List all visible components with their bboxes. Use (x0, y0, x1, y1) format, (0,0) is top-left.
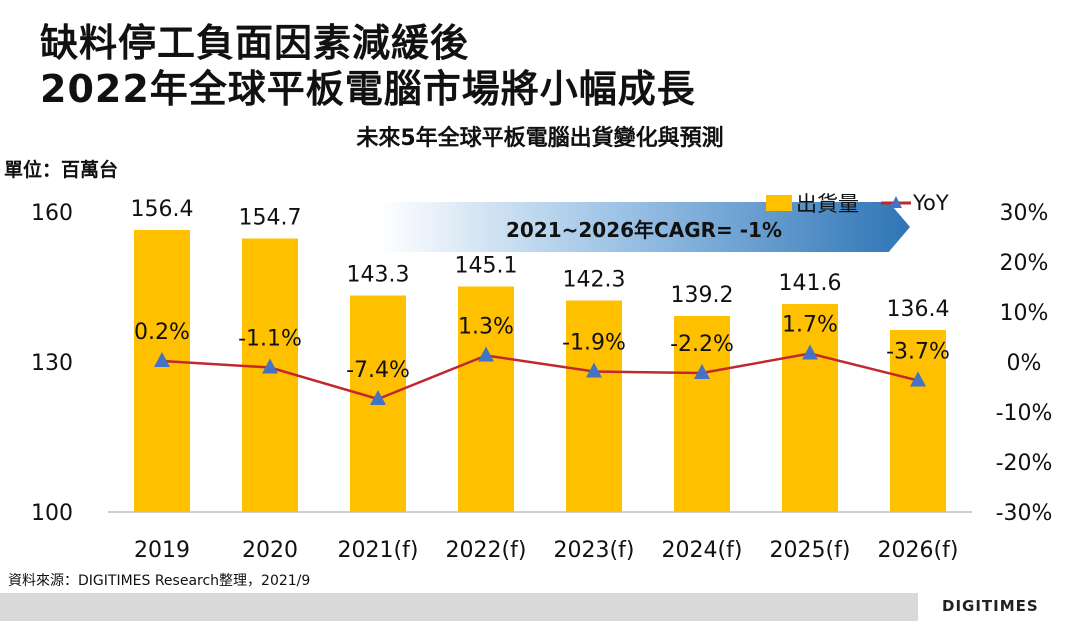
bar-value-label: 139.2 (671, 283, 734, 308)
bar (890, 330, 946, 512)
yoy-marker (478, 346, 494, 362)
bar (782, 304, 838, 512)
bar (458, 286, 514, 512)
bar (134, 230, 190, 512)
yoy-marker (802, 344, 818, 360)
yoy-marker (586, 362, 602, 378)
legend-line-swatch (881, 196, 911, 208)
yoy-value-label: -1.9% (562, 331, 626, 356)
bar-value-label: 142.3 (563, 268, 626, 293)
x-tick-label: 2021(f) (338, 538, 419, 563)
source-note: 資料來源：DIGITIMES Research整理，2021/9 (8, 573, 311, 589)
bar-value-label: 141.6 (779, 271, 842, 296)
yoy-marker (262, 358, 278, 374)
headline-line-2: 2022年全球平板電腦市場將小幅成長 (40, 67, 696, 111)
y-right-tick-label: 20% (1000, 251, 1049, 276)
yoy-value-label: 1.7% (782, 313, 838, 338)
yoy-value-label: -1.1% (238, 327, 302, 352)
legend-bar-label: 出貨量 (796, 192, 859, 216)
yoy-value-label: 0.2% (134, 320, 190, 345)
yoy-marker (694, 364, 710, 379)
unit-label: 單位：百萬台 (4, 159, 119, 181)
bar (566, 300, 622, 512)
bar-value-label: 154.7 (239, 206, 302, 231)
yoy-value-label: 1.3% (458, 315, 514, 340)
bar (674, 316, 730, 512)
bar-value-label: 143.3 (347, 263, 410, 288)
legend: 出貨量 YoY (766, 188, 949, 218)
chart-subtitle: 未來5年全球平板電腦出貨變化與預測 (356, 126, 724, 151)
y-right-tick-label: -20% (996, 451, 1053, 476)
yoy-marker (154, 352, 170, 367)
x-tick-label: 2023(f) (554, 538, 635, 563)
y-right-tick-label: 10% (1000, 301, 1049, 326)
y-right-tick-label: 30% (1000, 201, 1049, 226)
yoy-value-label: -2.2% (670, 332, 734, 357)
legend-line-label: YoY (913, 191, 949, 215)
y-right-tick-label: -30% (996, 501, 1053, 526)
yoy-value-label: -3.7% (886, 340, 950, 365)
bar-value-label: 156.4 (131, 197, 194, 222)
bar-value-label: 145.1 (455, 254, 518, 279)
y-left-tick-label: 160 (31, 201, 73, 226)
cagr-label: 2021~2026年CAGR= -1% (505, 218, 783, 242)
headline-line-1: 缺料停工負面因素減緩後 (40, 21, 470, 65)
yoy-marker (370, 390, 386, 405)
brand-logo: DIGITIMES (942, 597, 1039, 615)
y-right-tick-label: 0% (1007, 351, 1042, 376)
x-tick-label: 2026(f) (878, 538, 959, 563)
yoy-marker (910, 371, 926, 387)
bar-value-label: 136.4 (887, 297, 950, 322)
legend-bar-swatch (766, 195, 792, 211)
bar (242, 238, 298, 512)
y-left-tick-label: 130 (31, 351, 73, 376)
y-right-tick-label: -10% (996, 401, 1053, 426)
x-tick-label: 2024(f) (662, 538, 743, 563)
x-tick-label: 2019 (134, 538, 190, 563)
footer-bar (0, 593, 918, 621)
yoy-line (161, 352, 919, 401)
x-tick-label: 2022(f) (446, 538, 527, 563)
y-left-tick-label: 100 (31, 501, 73, 526)
yoy-value-label: -7.4% (346, 358, 410, 383)
cagr-arrow: 2021~2026年CAGR= -1% (378, 202, 910, 252)
x-tick-label: 2025(f) (770, 538, 851, 563)
x-tick-label: 2020 (242, 538, 298, 563)
